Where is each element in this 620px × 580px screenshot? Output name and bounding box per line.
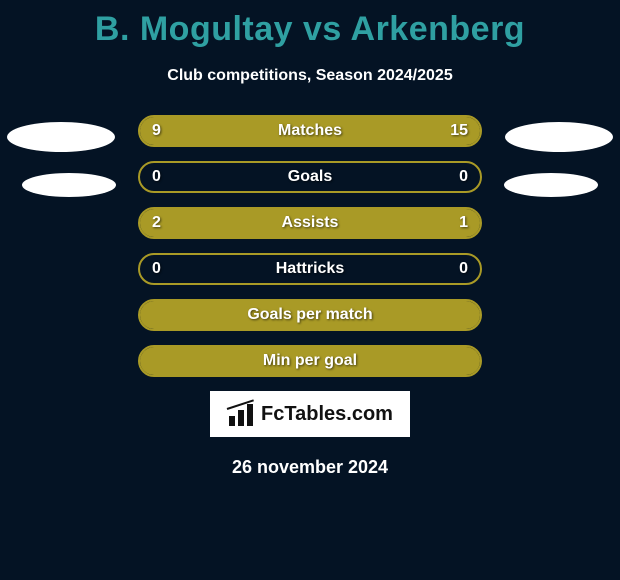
stat-label: Goals per match	[140, 301, 480, 329]
stat-bar: Goals per match	[138, 299, 482, 331]
stats-area: 915Matches 00Goals 21Assists 00Hattricks Goa…	[0, 115, 620, 377]
page-subtitle: Club competitions, Season 2024/2025	[0, 67, 620, 85]
stat-bars: 915Matches 00Goals 21Assists 00Hattricks Goa…	[138, 115, 482, 377]
player-right-badge-1	[505, 122, 613, 152]
stat-label: Hattricks	[140, 255, 480, 283]
stat-label: Matches	[140, 117, 480, 145]
stat-bar: 21Assists	[138, 207, 482, 239]
player-left-badge-2	[22, 173, 116, 197]
logo-box: FcTables.com	[210, 391, 410, 437]
page-title: B. Mogultay vs Arkenberg	[0, 0, 620, 49]
stat-bar: 915Matches	[138, 115, 482, 147]
stat-bar: 00Hattricks	[138, 253, 482, 285]
stat-bar: 00Goals	[138, 161, 482, 193]
barchart-icon	[227, 402, 255, 426]
player-right-badge-2	[504, 173, 598, 197]
player-left-badge-1	[7, 122, 115, 152]
stat-label: Min per goal	[140, 347, 480, 375]
stat-bar: Min per goal	[138, 345, 482, 377]
logo-text: FcTables.com	[261, 403, 393, 426]
stat-label: Goals	[140, 163, 480, 191]
date-text: 26 november 2024	[0, 457, 620, 478]
stat-label: Assists	[140, 209, 480, 237]
